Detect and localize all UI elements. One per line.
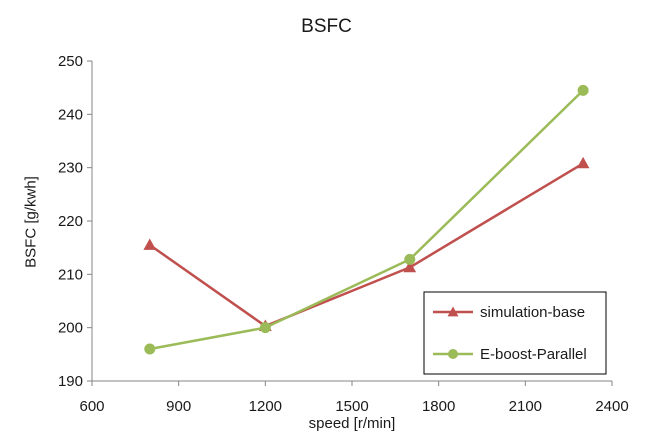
x-tick-label: 2400: [595, 398, 628, 415]
y-tick-label: 230: [58, 160, 83, 177]
data-point-simulation-base: [403, 260, 417, 273]
y-tick-label: 240: [58, 106, 83, 123]
chart-title: BSFC: [301, 16, 352, 37]
y-tick-label: 210: [58, 266, 83, 283]
x-tick-label: 600: [79, 398, 104, 415]
x-tick-label: 1800: [422, 398, 455, 415]
x-axis-label: speed [r/min]: [308, 415, 396, 432]
legend-label: simulation-base: [480, 304, 585, 321]
legend-marker-circle: [448, 349, 458, 359]
x-tick-label: 900: [166, 398, 191, 415]
y-tick-label: 250: [58, 53, 83, 70]
data-point-E-boost-Parallel: [144, 343, 156, 355]
x-tick-label: 2100: [509, 398, 542, 415]
data-point-simulation-base: [576, 156, 590, 169]
x-tick-label: 1200: [249, 398, 282, 415]
series-line-simulation-base: [149, 162, 584, 328]
data-point-E-boost-Parallel: [577, 84, 589, 96]
data-point-E-boost-Parallel: [404, 253, 416, 265]
legend-box: [423, 291, 607, 375]
y-tick-label: 200: [58, 320, 83, 337]
legend-label: E-boost-Parallel: [480, 346, 587, 363]
y-tick-label: 220: [58, 213, 83, 230]
x-tick-label: 1500: [335, 398, 368, 415]
legend-marker-triangle: [447, 306, 459, 317]
data-point-E-boost-Parallel: [259, 322, 271, 334]
series-line-E-boost-Parallel: [149, 89, 584, 351]
y-tick-label: 190: [58, 373, 83, 390]
data-point-simulation-base: [143, 238, 157, 250]
